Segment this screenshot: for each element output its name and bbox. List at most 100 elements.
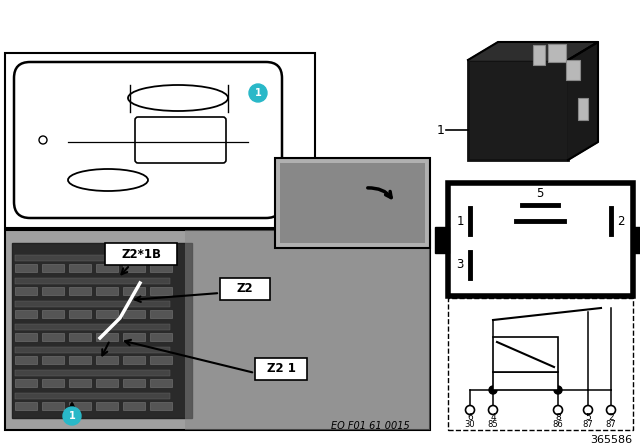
Bar: [96, 379, 118, 387]
Text: 1: 1: [437, 124, 445, 137]
Bar: [42, 287, 64, 295]
Bar: [42, 402, 64, 410]
Text: 3: 3: [456, 258, 464, 271]
Bar: [69, 287, 91, 295]
Bar: [255, 358, 307, 380]
Bar: [15, 333, 37, 341]
Bar: [15, 370, 170, 376]
Bar: [632, 227, 640, 253]
Bar: [123, 287, 145, 295]
Bar: [123, 356, 145, 364]
Bar: [448, 298, 633, 430]
Text: Z2 1: Z2 1: [267, 362, 296, 375]
Bar: [69, 402, 91, 410]
Bar: [493, 337, 558, 372]
Bar: [150, 356, 172, 364]
Bar: [42, 264, 64, 272]
Circle shape: [554, 386, 562, 394]
Bar: [220, 278, 270, 300]
Bar: [15, 324, 170, 330]
Bar: [15, 278, 170, 284]
Bar: [15, 356, 37, 364]
Polygon shape: [568, 42, 598, 160]
Text: 86: 86: [552, 419, 563, 428]
Text: 6: 6: [467, 413, 473, 422]
Text: 1: 1: [456, 215, 464, 228]
Bar: [69, 379, 91, 387]
Bar: [12, 243, 192, 418]
Bar: [15, 379, 37, 387]
Circle shape: [554, 405, 563, 414]
Circle shape: [39, 136, 47, 144]
Bar: [96, 333, 118, 341]
Bar: [69, 264, 91, 272]
Bar: [150, 402, 172, 410]
Bar: [15, 264, 37, 272]
Bar: [548, 44, 566, 62]
Bar: [15, 301, 170, 307]
Text: 2: 2: [608, 413, 614, 422]
Circle shape: [584, 405, 593, 414]
Bar: [123, 310, 145, 318]
Bar: [123, 379, 145, 387]
Circle shape: [488, 405, 497, 414]
Circle shape: [63, 407, 81, 425]
Ellipse shape: [68, 169, 148, 191]
Bar: [15, 255, 170, 261]
FancyBboxPatch shape: [14, 62, 282, 218]
Bar: [435, 227, 449, 253]
Text: 1: 1: [255, 88, 261, 98]
Bar: [280, 163, 425, 243]
Text: 1: 1: [68, 411, 76, 421]
Bar: [105, 243, 177, 265]
Bar: [578, 98, 588, 120]
Bar: [448, 183, 633, 296]
Circle shape: [607, 405, 616, 414]
Bar: [123, 264, 145, 272]
Bar: [15, 347, 170, 353]
Bar: [69, 333, 91, 341]
Text: EO F01 61 0015: EO F01 61 0015: [332, 421, 410, 431]
Text: 85: 85: [488, 419, 499, 428]
Bar: [566, 60, 580, 80]
Bar: [493, 372, 558, 390]
Bar: [42, 333, 64, 341]
Bar: [533, 45, 545, 65]
Bar: [5, 53, 315, 228]
Bar: [15, 310, 37, 318]
Bar: [96, 264, 118, 272]
Bar: [42, 379, 64, 387]
Circle shape: [465, 405, 474, 414]
Circle shape: [249, 84, 267, 102]
Bar: [150, 287, 172, 295]
Text: 5: 5: [536, 186, 544, 199]
Bar: [42, 310, 64, 318]
Text: 5: 5: [585, 413, 591, 422]
Bar: [275, 158, 430, 248]
Text: Z2*1B: Z2*1B: [121, 247, 161, 260]
Bar: [69, 310, 91, 318]
Text: 2: 2: [617, 215, 625, 228]
Bar: [42, 356, 64, 364]
Text: 365586: 365586: [590, 435, 632, 445]
Bar: [15, 402, 37, 410]
Bar: [123, 333, 145, 341]
Text: 4: 4: [490, 413, 496, 422]
Bar: [96, 356, 118, 364]
Text: 30: 30: [465, 419, 476, 428]
Bar: [150, 310, 172, 318]
Bar: [96, 402, 118, 410]
Bar: [96, 310, 118, 318]
Bar: [185, 230, 430, 430]
Text: 87: 87: [605, 419, 616, 428]
Bar: [96, 287, 118, 295]
Bar: [15, 393, 170, 399]
Text: Z2: Z2: [237, 283, 253, 296]
Text: 8: 8: [555, 413, 561, 422]
Circle shape: [489, 386, 497, 394]
Text: 87: 87: [582, 419, 593, 428]
Bar: [150, 333, 172, 341]
Bar: [15, 287, 37, 295]
Bar: [5, 230, 430, 430]
FancyBboxPatch shape: [135, 117, 226, 163]
